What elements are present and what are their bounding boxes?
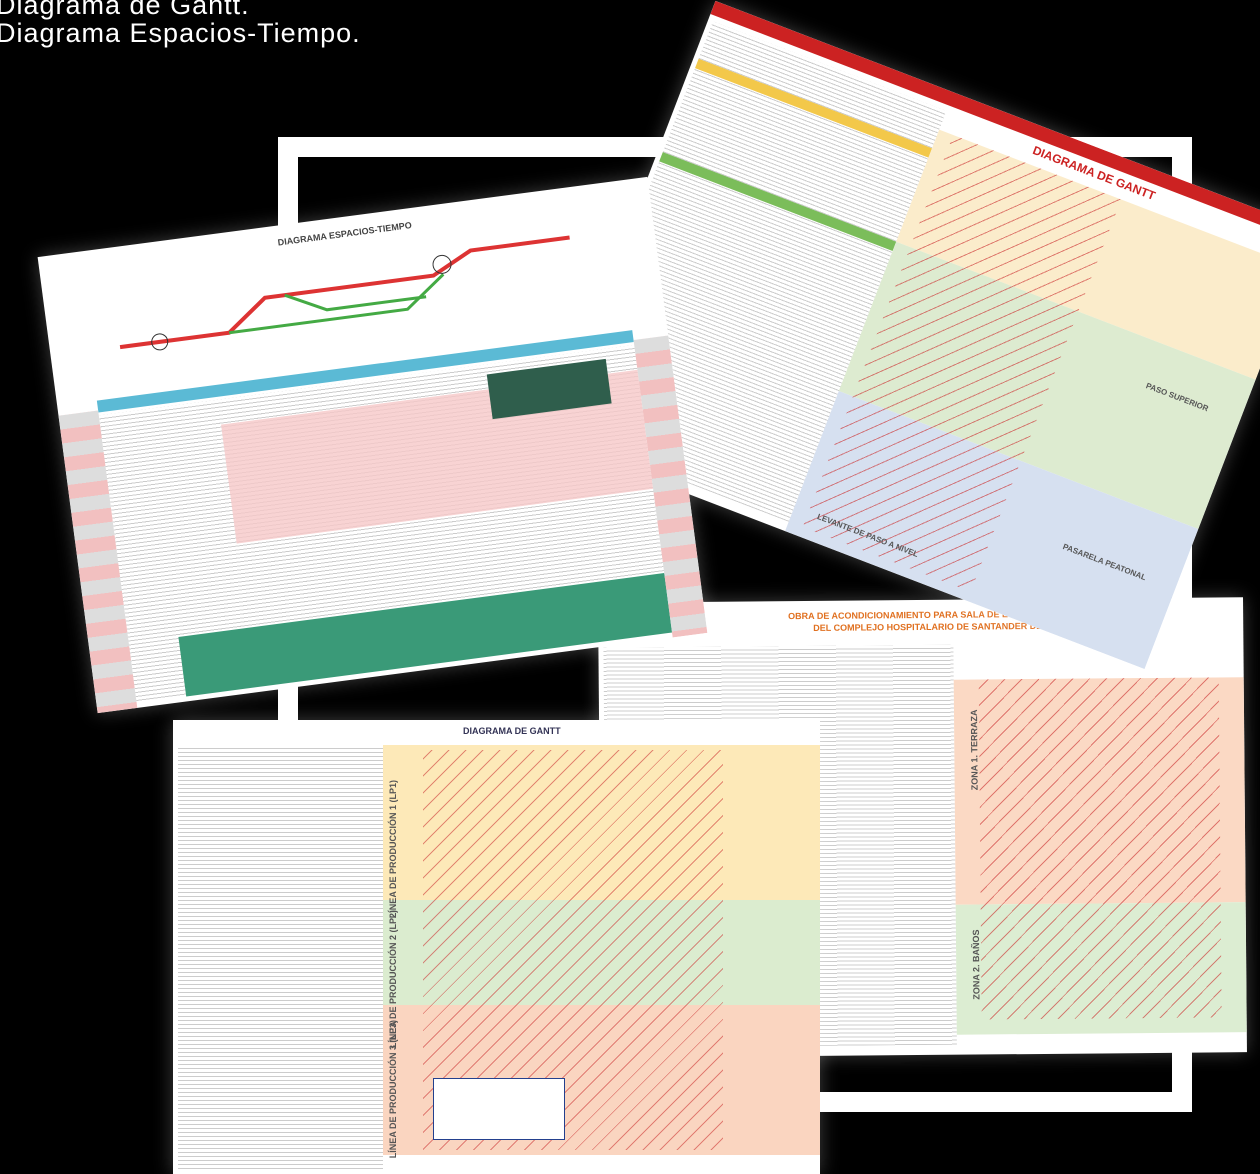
header-line: Diagrama de Gantt. [0,0,250,20]
header-line: Diagrama Espacios-Tiempo. [0,18,361,48]
sheet-title: DEL COMPLEJO HOSPITALARIO DE SANTANDER D… [813,620,1043,633]
gantt-sheet: DIAGRAMA DE GANTT LÍNEA DE PRODUCCIÓN 1 … [173,720,820,1174]
sheet-title: DIAGRAMA DE GANTT [463,726,561,736]
zone-label: LÍNEA DE PRODUCCIÓN 1 (LP1) [388,780,398,919]
espacios-sheet: DIAGRAMA ESPACIOS-TIEMPO [37,176,708,714]
track-diagram [119,235,570,351]
zone-label: ZONA 2. BAÑOS [970,929,982,1000]
zone-label: ZONA 1. TERRAZA [968,709,980,791]
zone-label: LÍNEA DE PRODUCCIÓN 3 (LP3) [388,1020,398,1159]
